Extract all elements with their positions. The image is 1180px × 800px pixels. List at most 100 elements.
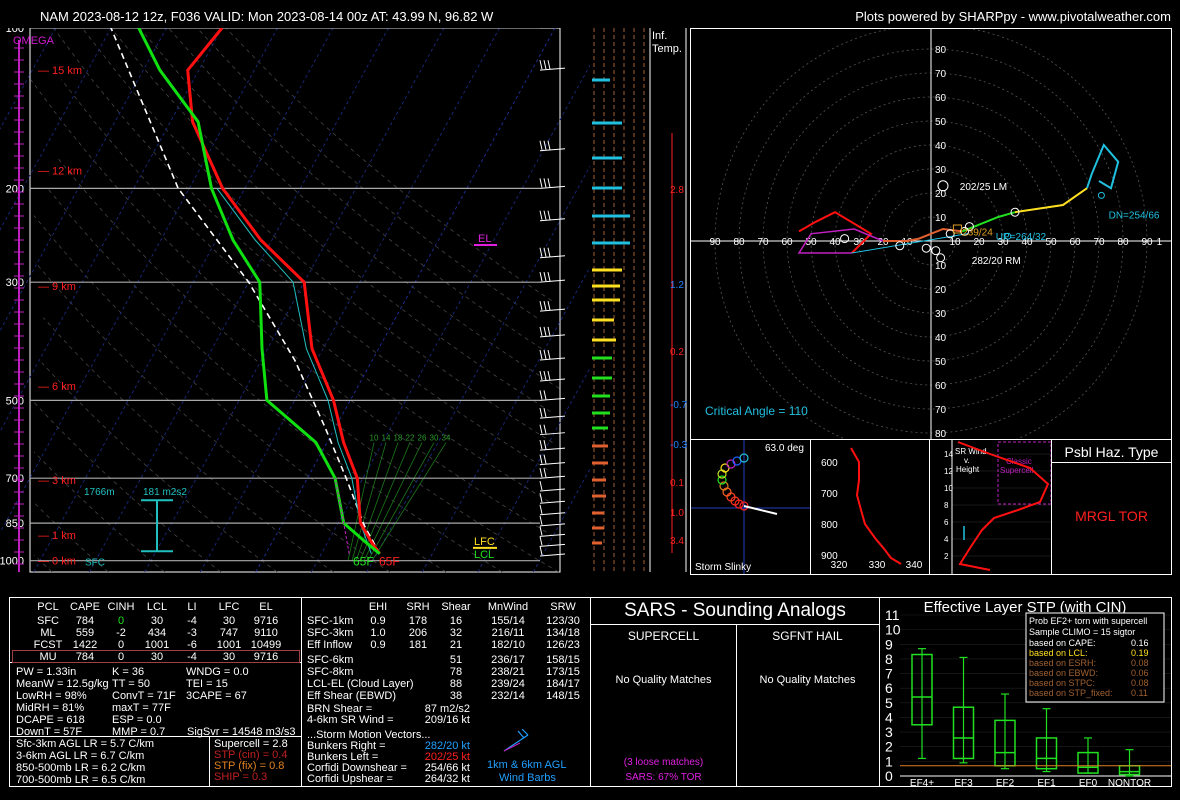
mixing-ratio-label: 14 [382, 434, 391, 443]
thermo-param: ConvT = 71F [112, 690, 176, 702]
sars-title: SARS - Sounding Analogs [624, 600, 846, 621]
height-label: — 12 km [38, 165, 82, 177]
hodograph-6-9km [961, 211, 1016, 233]
dry-adiabat [110, 27, 551, 412]
thermo-cell: 30 [150, 651, 164, 663]
legend-barb-flag [517, 730, 525, 739]
sfc-dewpoint-label: 65F [353, 555, 374, 569]
sars-hail-matches: No Quality Matches [759, 674, 856, 686]
sr-wind-y-label: 4 [944, 535, 949, 544]
wind-barb-staff [539, 67, 566, 71]
kinematics-panel: EHI SRH Shear MnWind SRW SFC-1km 0.9 178 16 155/1… [301, 597, 591, 787]
wind-barb-legend-1: 1km & 6km AGL [487, 759, 567, 771]
inf-temp-chart: 2.8 1.2 0.2 -0.7 -0.3 0.1 1.0 3.4 [592, 28, 688, 572]
theta-pressure-label: 600 [821, 458, 838, 469]
wind-barb-staff [539, 488, 566, 492]
inf-temp-title-1: Inf. [652, 30, 668, 42]
theta-x-label: 330 [869, 560, 886, 571]
wind-barb-flag [539, 60, 543, 70]
kinematic-header: Shear [441, 601, 471, 613]
wind-barb-flag [547, 178, 551, 188]
hodograph-x-label: 90 [709, 237, 721, 248]
storm-vector-label: Corfidi Downshear = [307, 762, 407, 774]
sr-wind-y-label: 10 [944, 484, 953, 493]
thermo-param: DownT = 57F [16, 726, 83, 738]
kinematic-cell: 123/30 [546, 615, 580, 627]
corfidi-down-label: DN=254/66 [1109, 211, 1160, 222]
wind-barb-flag [543, 210, 547, 220]
hodograph-y-label: 10 [935, 213, 947, 224]
thermo-cell: 747 [219, 627, 239, 639]
hodograph-x-label: 40 [829, 237, 841, 248]
stp-legend-label: based on ESRH: [1029, 658, 1096, 668]
hodograph-0-3km [798, 211, 873, 254]
wind-barb-flag [539, 178, 543, 188]
theta-e-trace [850, 447, 902, 565]
kinematic-cell: 0.9 [370, 639, 386, 651]
sr-wind-label-4: Classic [1006, 457, 1032, 466]
stp-y-label: 5 [885, 695, 893, 711]
hodograph-x-label: 40 [1021, 237, 1033, 248]
kinematic-cell: 158/15 [546, 654, 580, 666]
wind-barb-flag [547, 370, 551, 381]
hodograph-ring-marker [936, 253, 946, 263]
hodograph-y-label: 20 [935, 285, 947, 296]
isotherm [199, 27, 500, 573]
inf-temp-value: 2.8 [670, 185, 684, 196]
wind-barb-staff [539, 500, 566, 504]
hodograph-9-12km [1014, 187, 1088, 214]
sr-wind-label-3: Height [956, 465, 980, 474]
thermo-cell: 9716 [253, 651, 279, 663]
pressure-label: 500 [6, 395, 24, 407]
pressure-label: 1000 [0, 556, 24, 568]
wind-barb-staff [539, 447, 566, 451]
hodograph-x-label: 30 [853, 237, 865, 248]
storm-slinky-panel: 63.0 deg Storm Slinky [690, 439, 811, 575]
sr-wind-label-5: Supercell [1000, 466, 1034, 475]
mixing-ratio-label: 10 [370, 434, 379, 443]
wind-barb-flag [539, 526, 543, 536]
hodograph-y-label: 80 [935, 429, 947, 439]
hodograph-x-label: 50 [805, 237, 817, 248]
wind-barb-staff [539, 512, 566, 516]
sr-wind-label-1: SR Wind [955, 447, 987, 456]
kinematic-cell: 236/17 [491, 654, 525, 666]
wind-barb-flag [543, 140, 547, 150]
hodograph-y-label: 50 [935, 117, 947, 128]
thermo-cell: -2 [116, 627, 126, 639]
hodograph-ring-marker [931, 246, 941, 256]
thermo-cell: 30 [222, 615, 236, 627]
theta-pressure-label: 900 [821, 551, 838, 562]
credits-text: Plots powered by SHARPpy - www.pivotalwe… [855, 9, 1171, 24]
dry-adiabat [47, 188, 503, 573]
kinematic-layer: SFC-6km [307, 654, 354, 666]
inf-temp-value: 0.1 [670, 478, 684, 489]
stp-y-label: 3 [885, 724, 893, 740]
mixing-ratio-label: 30 [430, 434, 439, 443]
composite-index: STP (cin) = 0.4 [214, 749, 288, 761]
stp-legend-label: based on CAPE: [1029, 638, 1096, 648]
isotherm [310, 27, 611, 573]
wind-barb-flag [547, 210, 551, 220]
left-mover-label: 202/25 LM [960, 182, 1007, 193]
wind-barb-flag [547, 140, 551, 150]
kinematic-layer: Eff Inflow [307, 639, 353, 651]
mean-wind-label: 239/24 [962, 227, 993, 238]
wind-barb-flag [543, 60, 547, 70]
inf-temp-value: 3.4 [670, 536, 684, 547]
sr-wind-y-label: 8 [944, 501, 949, 510]
wind-barb-flag [539, 140, 543, 150]
kinematic-cell: 0.9 [370, 615, 386, 627]
wind-barb-staff [539, 279, 566, 283]
thermo-header: LI [187, 601, 197, 613]
wind-barb-flag [543, 301, 547, 311]
pressure-label: 100 [6, 28, 24, 35]
wind-barb-staff [539, 218, 566, 222]
theta-pressure-label: 700 [821, 489, 838, 500]
corfidi-down-marker [1097, 191, 1105, 199]
storm-vector-value: 264/32 kt [424, 773, 470, 785]
composite-index: STP (fix) = 0.8 [214, 760, 285, 772]
thermo-param: MeanW = 12.5g/kg [16, 678, 109, 690]
stp-legend-value: 0.16 [1131, 638, 1149, 648]
wind-barb-flag [539, 210, 543, 220]
